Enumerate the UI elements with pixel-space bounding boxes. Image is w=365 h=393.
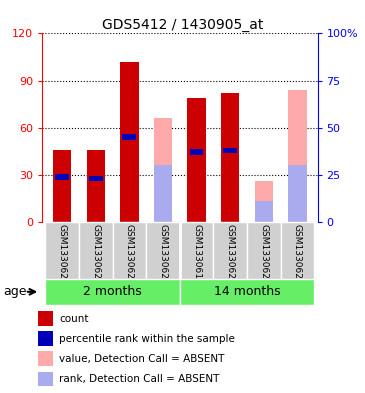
Bar xyxy=(120,62,139,222)
Bar xyxy=(45,222,79,279)
Bar xyxy=(180,222,214,279)
Bar xyxy=(281,222,314,279)
Bar xyxy=(154,118,172,222)
Bar xyxy=(122,134,136,140)
Text: 2 months: 2 months xyxy=(83,285,142,298)
Text: value, Detection Call = ABSENT: value, Detection Call = ABSENT xyxy=(59,354,224,364)
Bar xyxy=(223,148,237,153)
Text: GSM1330625: GSM1330625 xyxy=(125,224,134,285)
Bar xyxy=(187,98,206,222)
Bar xyxy=(247,222,281,279)
Text: rank, Detection Call = ABSENT: rank, Detection Call = ABSENT xyxy=(59,374,220,384)
Bar xyxy=(288,165,307,222)
Text: GDS5412 / 1430905_at: GDS5412 / 1430905_at xyxy=(102,18,263,32)
Text: age: age xyxy=(4,285,27,298)
Bar xyxy=(190,149,204,155)
Bar xyxy=(79,222,112,279)
Bar xyxy=(154,165,172,222)
Text: percentile rank within the sample: percentile rank within the sample xyxy=(59,334,235,344)
Bar xyxy=(89,176,103,182)
Bar xyxy=(38,351,53,366)
Text: GSM1330622: GSM1330622 xyxy=(293,224,302,284)
Text: GSM1330624: GSM1330624 xyxy=(91,224,100,284)
Text: GSM1330626: GSM1330626 xyxy=(158,224,168,285)
Bar xyxy=(55,174,69,180)
Bar xyxy=(38,331,53,346)
Bar xyxy=(87,150,105,222)
Text: GSM1330619: GSM1330619 xyxy=(192,224,201,285)
Text: GSM1330621: GSM1330621 xyxy=(259,224,268,285)
Text: count: count xyxy=(59,314,89,323)
Bar xyxy=(180,279,314,305)
Bar xyxy=(45,279,180,305)
Bar xyxy=(53,150,72,222)
Bar xyxy=(112,222,146,279)
Text: GSM1330623: GSM1330623 xyxy=(58,224,67,285)
Bar xyxy=(214,222,247,279)
Bar xyxy=(38,371,53,386)
Bar xyxy=(288,90,307,222)
Bar xyxy=(38,311,53,326)
Bar xyxy=(221,93,239,222)
Bar xyxy=(254,180,273,222)
Bar xyxy=(146,222,180,279)
Bar xyxy=(254,201,273,222)
Text: 14 months: 14 months xyxy=(214,285,280,298)
Text: GSM1330620: GSM1330620 xyxy=(226,224,235,285)
